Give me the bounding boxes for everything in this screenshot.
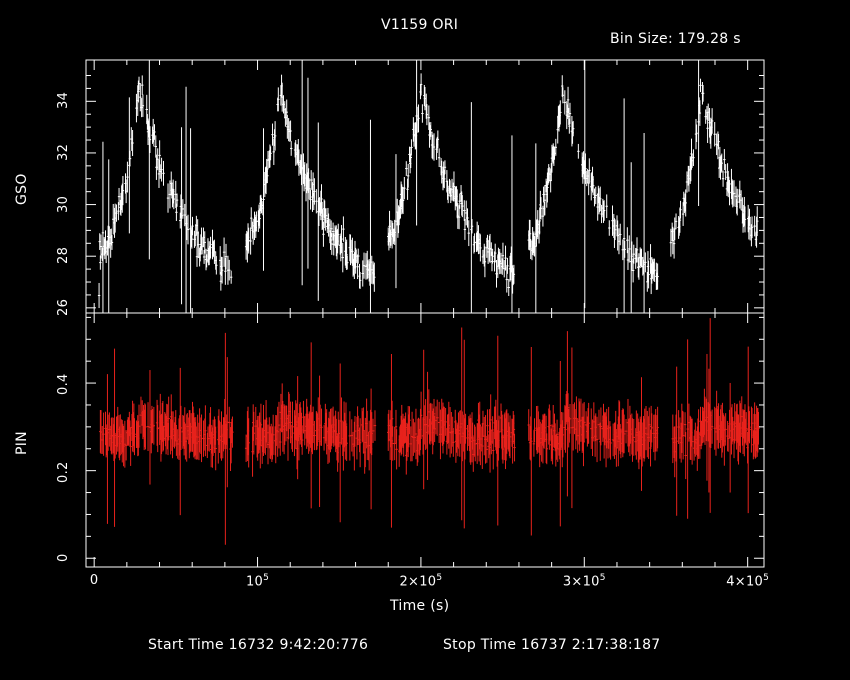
gso-ytick-label: 34 (56, 92, 71, 110)
gso-axis-label: GSO (14, 173, 30, 205)
time-xtick-label: 2×105 (399, 573, 443, 590)
gso-data-points (97, 60, 759, 313)
pin-ticks (86, 313, 764, 567)
gso-ytick-label: 26 (56, 298, 71, 316)
start-time-label: Start Time 16732 9:42:20:776 (148, 637, 369, 653)
pin-frame (85, 312, 765, 568)
time-xtick-label: 0 (89, 573, 99, 588)
gso-ytick-label: 28 (56, 247, 71, 265)
gso-ticks (86, 60, 764, 313)
pin-ytick-label: 0 (56, 553, 71, 563)
gso-ytick-label: 32 (56, 143, 71, 161)
time-xtick-label: 105 (245, 573, 270, 590)
gso-panel (85, 59, 765, 314)
pin-axis-label: PIN (14, 431, 30, 455)
time-xtick-label: 3×105 (562, 573, 606, 590)
x-axis-label: Time (s) (390, 598, 450, 614)
time-xtick-label: 4×105 (726, 573, 770, 590)
pin-data-points (99, 318, 760, 545)
bin-size-label: Bin Size: 179.28 s (610, 31, 741, 47)
chart-title: V1159 ORI (381, 17, 459, 33)
pin-ytick-label: 0.2 (56, 461, 71, 483)
pin-ytick-label: 0.4 (56, 373, 71, 396)
pin-panel (85, 312, 765, 568)
gso-ytick-label: 30 (56, 195, 71, 213)
stop-time-label: Stop Time 16737 2:17:38:187 (443, 637, 661, 653)
